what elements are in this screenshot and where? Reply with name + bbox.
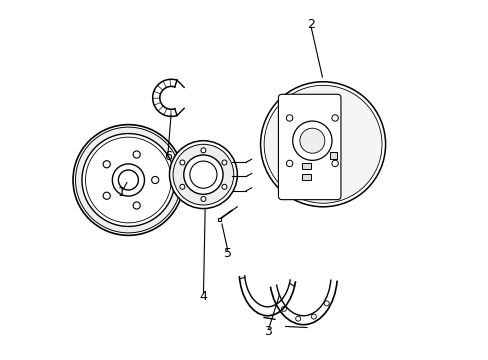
Circle shape — [311, 314, 316, 319]
Circle shape — [118, 170, 138, 190]
Text: 2: 2 — [306, 18, 314, 31]
Circle shape — [281, 306, 286, 311]
Circle shape — [189, 161, 217, 188]
Circle shape — [180, 160, 184, 165]
Circle shape — [222, 160, 226, 165]
Circle shape — [295, 316, 300, 321]
FancyBboxPatch shape — [278, 94, 340, 200]
Circle shape — [324, 301, 328, 306]
Text: 3: 3 — [263, 325, 271, 338]
Circle shape — [103, 192, 110, 199]
Bar — [329, 152, 337, 158]
Circle shape — [133, 151, 140, 158]
Text: 6: 6 — [163, 150, 171, 163]
Text: 5: 5 — [224, 247, 232, 260]
Text: 4: 4 — [199, 289, 207, 303]
Circle shape — [82, 134, 175, 226]
Circle shape — [75, 127, 181, 233]
Circle shape — [331, 160, 338, 167]
Circle shape — [85, 137, 171, 223]
Circle shape — [264, 85, 381, 203]
Circle shape — [299, 128, 324, 153]
Circle shape — [133, 202, 140, 209]
Circle shape — [173, 144, 233, 205]
Circle shape — [331, 115, 338, 121]
Circle shape — [222, 184, 226, 189]
Circle shape — [286, 160, 292, 167]
Circle shape — [180, 184, 184, 189]
Circle shape — [151, 176, 159, 184]
FancyBboxPatch shape — [217, 217, 221, 221]
Text: 1: 1 — [117, 186, 125, 199]
Circle shape — [260, 82, 385, 207]
Circle shape — [201, 148, 205, 153]
Bar — [301, 163, 310, 169]
Circle shape — [183, 155, 223, 194]
Circle shape — [169, 141, 237, 208]
Circle shape — [112, 164, 144, 196]
Bar — [301, 174, 310, 180]
Circle shape — [201, 197, 205, 202]
Circle shape — [292, 121, 331, 160]
Circle shape — [73, 125, 183, 235]
Circle shape — [103, 161, 110, 168]
Circle shape — [286, 115, 292, 121]
